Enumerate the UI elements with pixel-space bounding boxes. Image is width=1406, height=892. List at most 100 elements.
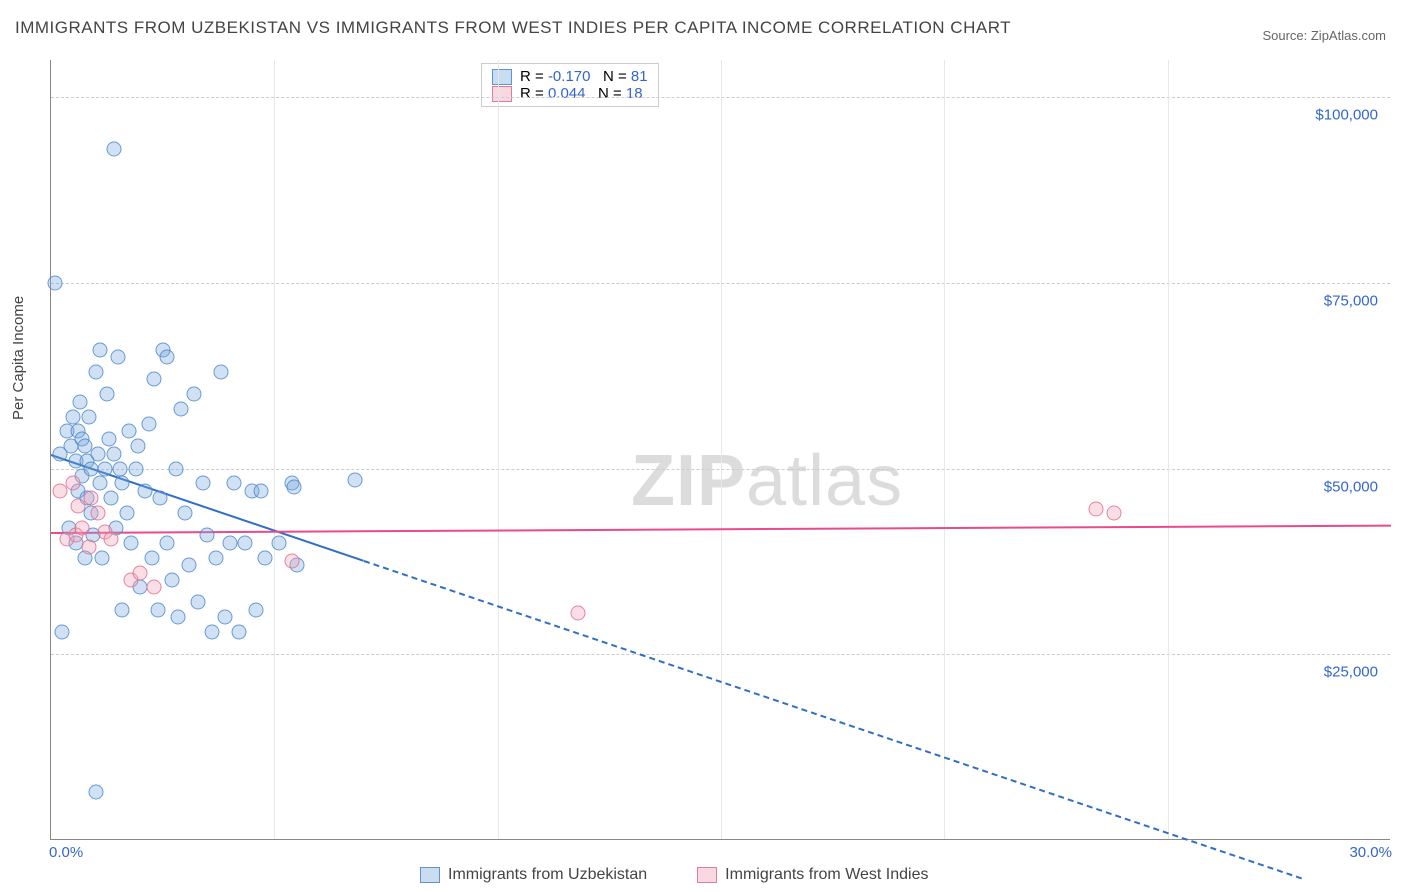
y-tick-label: $75,000 [1324,292,1378,309]
data-point [93,476,108,491]
data-point [160,350,175,365]
y-tick-label: $50,000 [1324,478,1378,495]
data-point [160,535,175,550]
data-point [115,476,130,491]
data-point [271,535,286,550]
data-point [131,439,146,454]
data-point [253,483,268,498]
legend-row: R = -0.170 N = 81 [492,68,648,85]
data-point [48,275,63,290]
legend-item: Immigrants from West Indies [697,866,928,884]
data-point [88,784,103,799]
vgridline [498,60,499,839]
data-point [102,431,117,446]
data-point [115,602,130,617]
legend-swatch [697,867,717,883]
data-point [191,595,206,610]
data-point [111,350,126,365]
correlation-legend: R = -0.170 N = 81R = 0.044 N = 18 [481,63,659,107]
data-point [218,610,233,625]
data-point [249,602,264,617]
data-point [1089,502,1104,517]
plot-area: ZIPatlas R = -0.170 N = 81R = 0.044 N = … [50,60,1390,840]
data-point [287,480,302,495]
data-point [66,409,81,424]
data-point [209,550,224,565]
data-point [347,472,362,487]
source-attribution: Source: ZipAtlas.com [1262,28,1386,43]
data-point [93,342,108,357]
legend-stat: R = 0.044 N = 18 [520,85,643,102]
data-point [55,625,70,640]
legend-swatch [492,86,512,102]
y-tick-label: $25,000 [1324,664,1378,681]
data-point [75,521,90,536]
data-point [90,506,105,521]
data-point [99,387,114,402]
vgridline [721,60,722,839]
data-point [213,365,228,380]
data-point [122,424,137,439]
data-point [238,535,253,550]
data-point [204,625,219,640]
data-point [1107,506,1122,521]
vgridline [944,60,945,839]
data-point [146,580,161,595]
data-point [124,535,139,550]
data-point [97,461,112,476]
x-tick-min: 0.0% [49,844,83,861]
data-point [137,483,152,498]
data-point [171,610,186,625]
vgridline [1168,60,1169,839]
data-point [153,491,168,506]
y-axis-label: Per Capita Income [10,296,27,420]
data-point [186,387,201,402]
data-point [195,476,210,491]
data-point [104,532,119,547]
data-point [81,539,96,554]
data-point [106,446,121,461]
data-point [164,573,179,588]
legend-swatch [420,867,440,883]
data-point [200,528,215,543]
chart-title: IMMIGRANTS FROM UZBEKISTAN VS IMMIGRANTS… [15,18,1011,38]
data-point [106,142,121,157]
data-point [146,372,161,387]
data-point [227,476,242,491]
regression-line-extension [363,560,1302,879]
vgridline [274,60,275,839]
data-point [285,554,300,569]
data-point [144,550,159,565]
data-point [73,394,88,409]
x-tick-max: 30.0% [1349,844,1392,861]
data-point [81,409,96,424]
legend-stat: R = -0.170 N = 81 [520,68,648,85]
data-point [182,558,197,573]
data-point [84,491,99,506]
data-point [142,417,157,432]
data-point [222,535,237,550]
data-point [151,602,166,617]
legend-item: Immigrants from Uzbekistan [420,866,647,884]
data-point [231,625,246,640]
legend-label: Immigrants from Uzbekistan [448,866,647,884]
data-point [95,550,110,565]
data-point [258,550,273,565]
data-point [90,446,105,461]
legend-row: R = 0.044 N = 18 [492,85,648,102]
data-point [66,476,81,491]
data-point [119,506,134,521]
data-point [104,491,119,506]
data-point [88,365,103,380]
data-point [113,461,128,476]
y-tick-label: $100,000 [1315,107,1378,124]
watermark: ZIPatlas [631,440,903,522]
legend-label: Immigrants from West Indies [725,866,928,884]
data-point [178,506,193,521]
data-point [128,461,143,476]
data-point [173,402,188,417]
legend-swatch [492,69,512,85]
data-point [571,606,586,621]
series-legend: Immigrants from Uzbekistan Immigrants fro… [420,866,928,884]
data-point [133,565,148,580]
